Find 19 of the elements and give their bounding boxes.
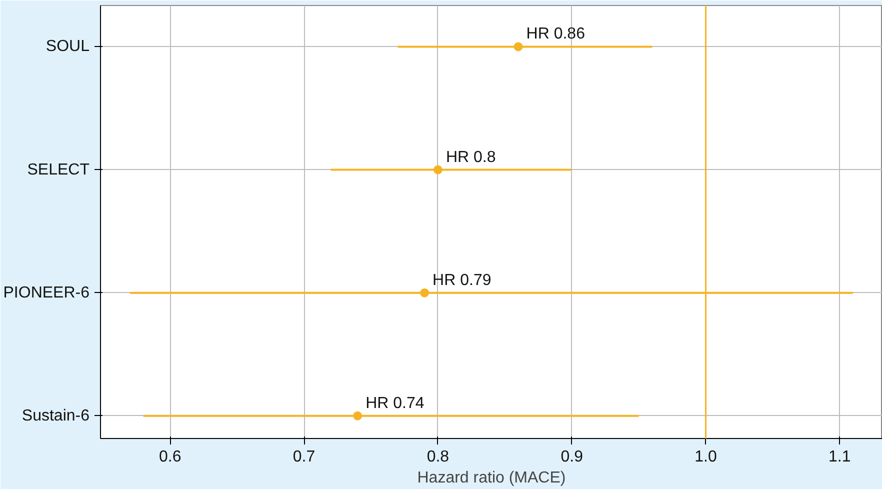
data-label: HR 0.79	[432, 272, 492, 289]
y-tick-label: Sustain-6	[22, 407, 90, 424]
x-tick-label: 0.9	[560, 448, 584, 466]
x-tick-label: 0.8	[426, 448, 450, 466]
data-label: HR 0.74	[366, 394, 424, 412]
x-tick-label: 1.1	[828, 448, 851, 466]
data-label: HR 0.8	[446, 148, 496, 166]
point	[514, 42, 523, 52]
point	[420, 288, 430, 298]
point	[433, 165, 442, 174]
x-tick-label: 0.6	[159, 448, 182, 466]
x-tick-label: 0.7	[292, 448, 316, 466]
x-axis-title: Hazard ratio (MACE)	[417, 470, 566, 486]
y-tick-label: SOUL	[46, 38, 90, 56]
point	[353, 411, 362, 420]
y-tick-label: PIONEER-6	[3, 284, 90, 302]
y-tick-label: SELECT	[27, 161, 90, 178]
data-label: HR 0.86	[526, 26, 586, 43]
x-tick-label: 1.0	[694, 448, 717, 466]
